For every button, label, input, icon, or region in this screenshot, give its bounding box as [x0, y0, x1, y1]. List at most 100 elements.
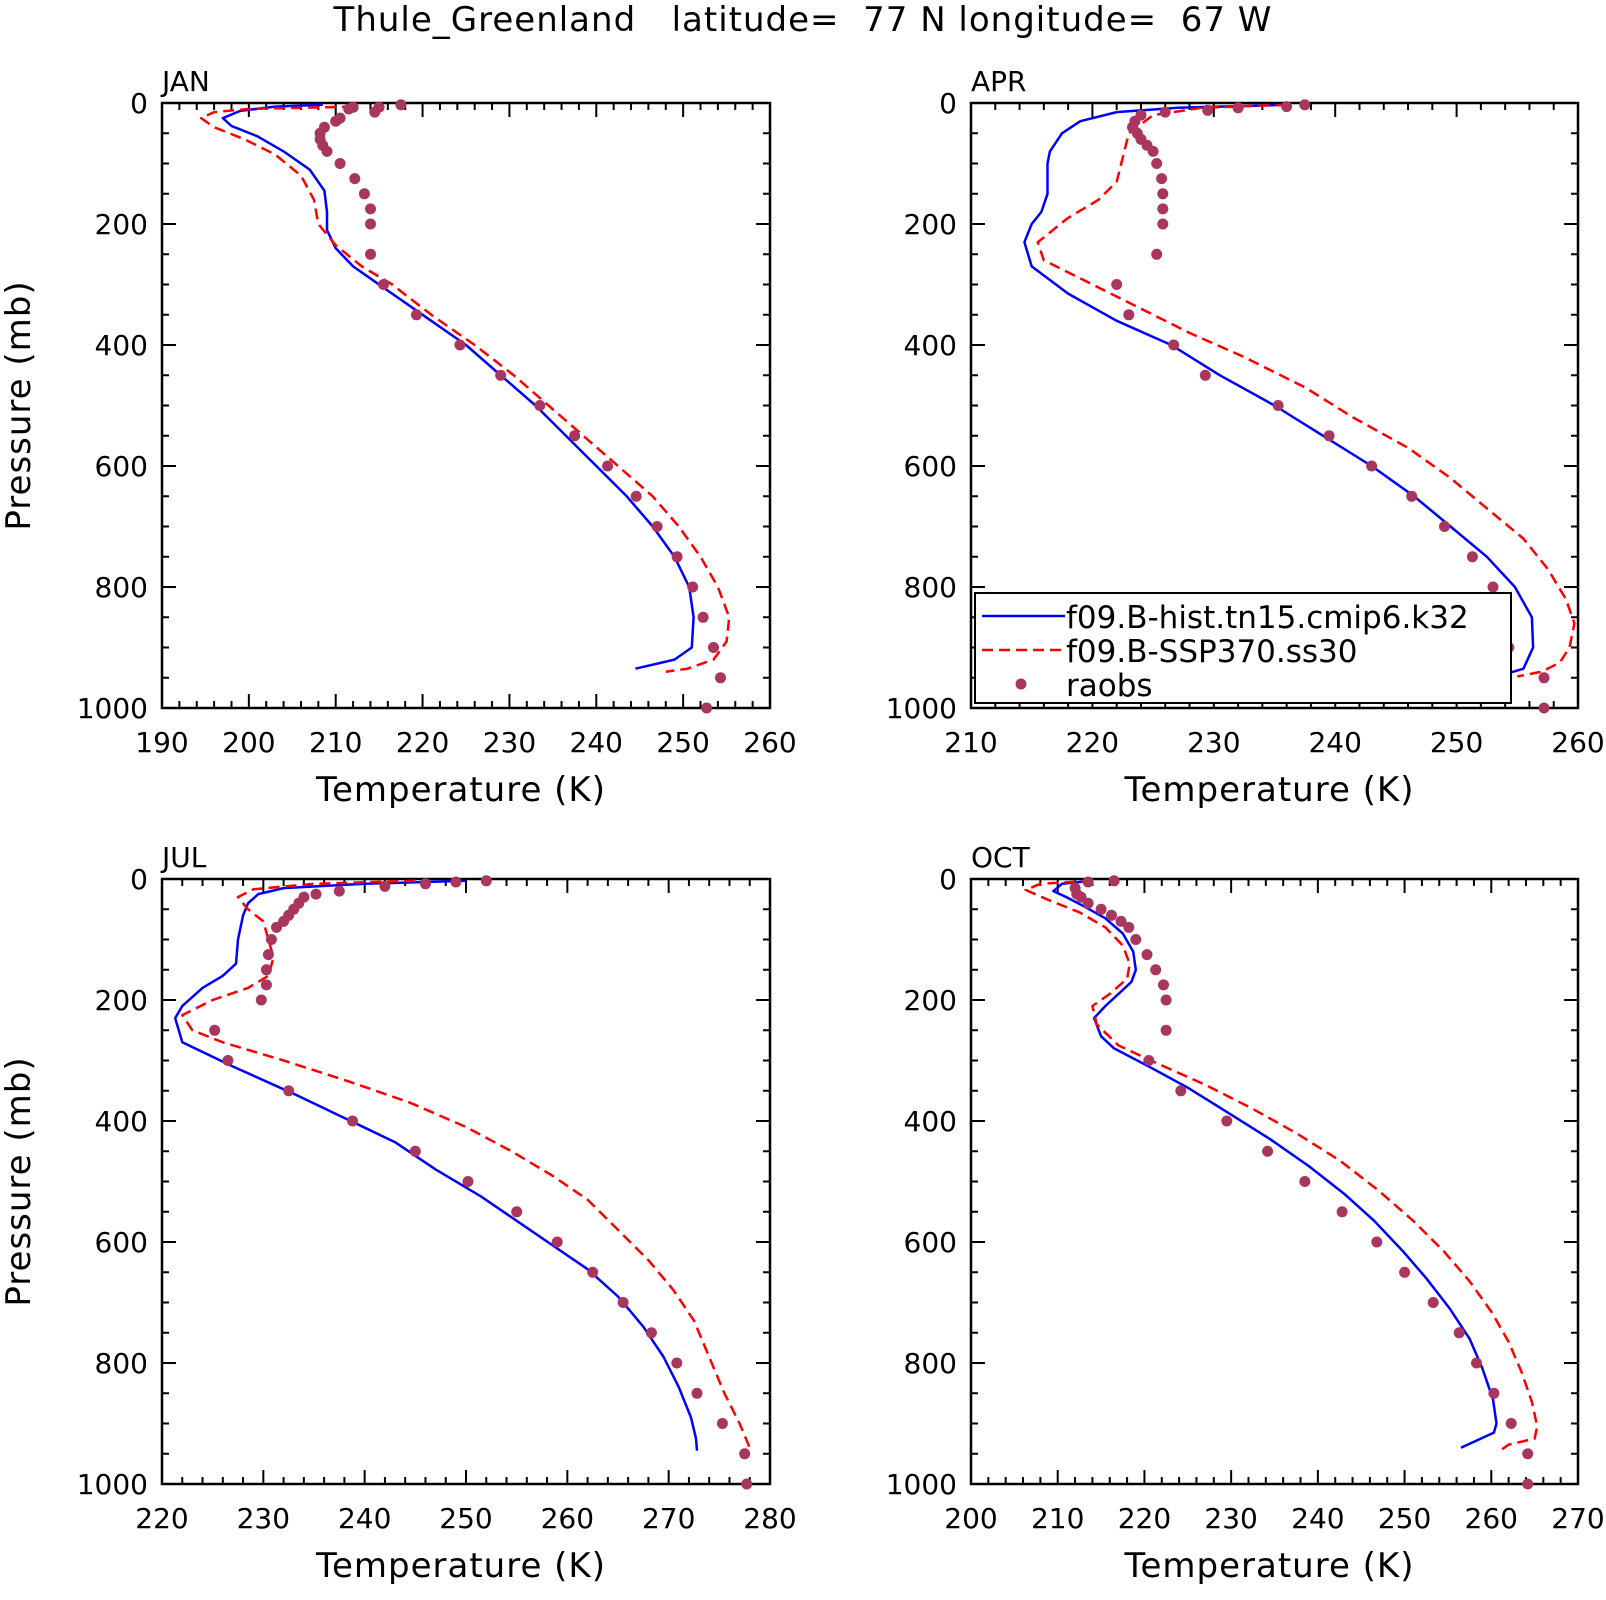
y-tick-label: 1000	[77, 692, 148, 725]
y-tick-label: 200	[95, 984, 148, 1017]
raobs-point	[551, 1236, 563, 1248]
x-tick-label: 250	[1378, 1502, 1431, 1535]
raobs-point	[409, 1145, 421, 1157]
raobs-point	[209, 1024, 221, 1036]
series-ssp370-line	[199, 105, 731, 673]
legend-entry-ssp370: f09.B-SSP370.ss30	[1066, 634, 1358, 670]
y-tick-label: 600	[95, 1226, 148, 1259]
raobs-point	[1323, 430, 1335, 442]
raobs-point	[1147, 145, 1159, 157]
x-tick-label: 270	[1551, 1502, 1604, 1535]
raobs-point	[379, 880, 391, 892]
raobs-point	[1160, 1024, 1172, 1036]
legend-raobs-swatch	[1015, 678, 1027, 690]
x-tick-label: 260	[1465, 1502, 1518, 1535]
raobs-point	[321, 145, 333, 157]
y-tick-label: 800	[95, 571, 148, 604]
x-tick-label: 220	[396, 726, 449, 759]
panel-apr: 210 220 230 240 250 260 0 200 400 600 800 1000 APR Te…	[886, 65, 1605, 810]
raobs-point	[1082, 876, 1094, 888]
y-tick-label: 800	[904, 571, 957, 604]
raobs-point	[534, 400, 546, 411]
raobs-point	[602, 460, 614, 472]
x-tick-label: 210	[309, 726, 362, 759]
y-tick-label: 600	[904, 1226, 957, 1259]
raobs-point	[1471, 1357, 1482, 1369]
x-tick-label: 230	[483, 726, 536, 759]
y-tick-label: 200	[904, 208, 957, 241]
raobs-point	[1157, 218, 1169, 230]
raobs-point	[716, 1418, 728, 1429]
raobs-point	[255, 994, 267, 1006]
raobs-point	[1123, 309, 1135, 321]
raobs-point	[1221, 1115, 1233, 1127]
x-tick-label: 250	[656, 726, 709, 759]
raobs-point	[1406, 490, 1418, 502]
raobs-point	[265, 934, 277, 945]
raobs-point	[1199, 369, 1211, 381]
raobs-point	[420, 878, 431, 890]
raobs-point	[1366, 460, 1378, 472]
series-hist-line	[221, 103, 695, 670]
raobs-point	[1143, 1055, 1155, 1066]
y-tick-label: 1000	[77, 1468, 148, 1501]
raobs-point	[1130, 934, 1142, 945]
panel-jan: 190 200 210 220 230 240 250 260 0 200 400 600 800 100…	[0, 65, 797, 810]
x-tick-label: 260	[541, 1502, 594, 1535]
x-tick-label: 240	[570, 726, 623, 759]
raobs-point	[1522, 1448, 1534, 1460]
x-tick-label: 200	[944, 1502, 997, 1535]
raobs-point	[1439, 521, 1450, 532]
raobs-point	[450, 876, 462, 888]
panel-jul: 220 230 240 250 260 270 280 0 200 400 600 800 1000 JU…	[0, 841, 797, 1586]
x-tick-label: 240	[338, 1502, 391, 1535]
raobs-point	[1505, 1418, 1517, 1429]
legend-entry-raobs: raobs	[1066, 668, 1153, 704]
series-hist-line	[1052, 879, 1498, 1449]
raobs-point	[617, 1297, 629, 1308]
x-tick-label: 210	[944, 726, 997, 759]
series-ssp370-line	[181, 879, 751, 1449]
raobs-point	[333, 885, 345, 897]
series-hist-line	[1023, 103, 1535, 679]
x-tick-label: 230	[237, 1502, 290, 1535]
y-axis-label: Pressure (mb)	[0, 280, 39, 530]
raobs-point	[741, 1478, 753, 1490]
x-tick-label: 220	[1066, 726, 1119, 759]
raobs-point	[1538, 672, 1550, 684]
raobs-point	[462, 1176, 474, 1187]
raobs-point	[1106, 909, 1117, 921]
y-axis-label: Pressure (mb)	[0, 1056, 39, 1306]
y-tick-label: 0	[939, 87, 957, 120]
raobs-point	[1115, 915, 1127, 927]
raobs-point	[1151, 158, 1163, 169]
raobs-point	[222, 1055, 234, 1066]
raobs-point	[1141, 949, 1153, 961]
x-tick-label: 210	[1031, 1502, 1084, 1535]
panel-label: OCT	[971, 841, 1031, 874]
raobs-point	[1157, 203, 1169, 215]
raobs-point	[697, 611, 709, 623]
raobs-point	[1262, 1145, 1274, 1157]
raobs-point	[347, 1115, 358, 1127]
raobs-point	[395, 99, 407, 111]
raobs-point	[645, 1327, 657, 1339]
raobs-point	[1299, 1176, 1311, 1187]
raobs-point	[411, 309, 422, 321]
panel-label: APR	[971, 65, 1027, 98]
raobs-point	[1175, 1085, 1187, 1097]
y-tick-label: 200	[904, 984, 957, 1017]
raobs-point	[691, 1387, 703, 1399]
raobs-point	[1082, 897, 1094, 909]
panel-label: JUL	[160, 841, 207, 874]
y-tick-label: 800	[904, 1347, 957, 1380]
raobs-point	[1453, 1327, 1465, 1339]
raobs-point	[1158, 979, 1169, 991]
raobs-point	[365, 218, 376, 230]
y-tick-label: 600	[95, 450, 148, 483]
raobs-point	[1399, 1266, 1411, 1278]
raobs-point	[365, 248, 376, 260]
raobs-point	[1487, 581, 1499, 593]
raobs-point	[687, 581, 699, 593]
